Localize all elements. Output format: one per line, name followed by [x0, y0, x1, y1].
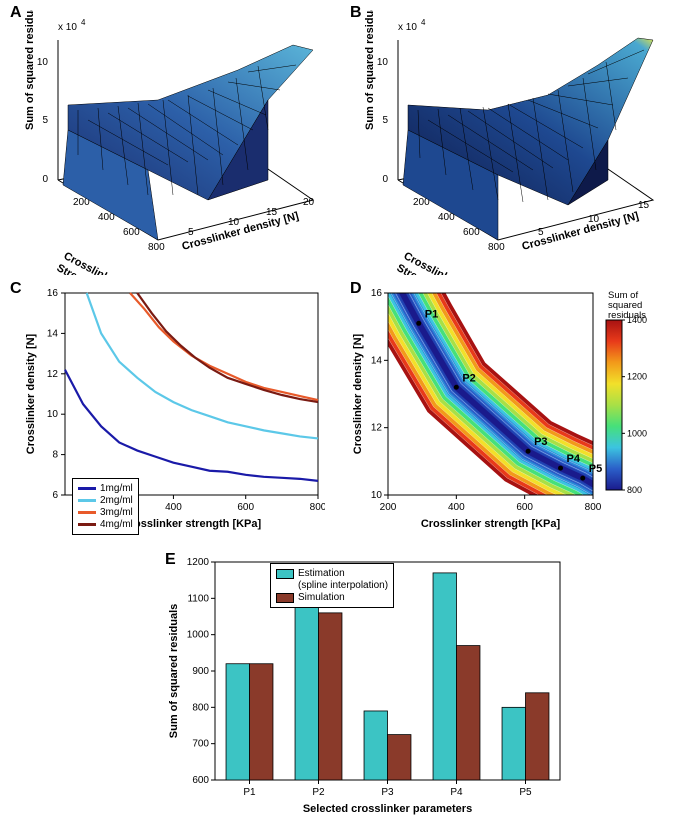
- legend-label: (spline interpolation): [298, 580, 388, 591]
- svg-text:14: 14: [47, 328, 59, 339]
- svg-text:800: 800: [192, 702, 209, 713]
- z-exp: x 10: [58, 22, 77, 33]
- svg-text:14: 14: [371, 355, 383, 366]
- svg-text:P3: P3: [381, 787, 394, 798]
- x-tick: 600: [123, 227, 140, 238]
- z-exp: x 10: [398, 22, 417, 33]
- z-tick: 10: [377, 57, 389, 68]
- y-tick: 5: [188, 227, 194, 238]
- svg-text:400: 400: [448, 502, 465, 513]
- svg-text:Sum of squared residuals: Sum of squared residuals: [168, 604, 180, 738]
- panel-a-surface: 0 5 10 200 400 600 800 5 10 15 20: [8, 10, 338, 275]
- svg-text:Crosslinker density [N]: Crosslinker density [N]: [25, 333, 37, 454]
- y-tick: 20: [303, 197, 315, 208]
- y-tick: 15: [638, 200, 650, 211]
- z-axis-label: Sum of squared residuals: [364, 10, 376, 130]
- panel-c-legend: 1mg/ml 2mg/ml 3mg/ml 4mg/ml: [72, 478, 139, 535]
- svg-text:1000: 1000: [187, 630, 210, 641]
- legend-label: 4mg/ml: [100, 519, 133, 530]
- svg-text:800: 800: [310, 502, 325, 513]
- panel-c-chart: 2004006008006810121416Crosslinker streng…: [20, 285, 325, 540]
- svg-text:Selected crosslinker parameter: Selected crosslinker parameters: [303, 803, 472, 815]
- z-tick: 5: [382, 115, 388, 126]
- svg-text:600: 600: [516, 502, 533, 513]
- svg-text:1100: 1100: [187, 593, 209, 604]
- svg-text:600: 600: [237, 502, 254, 513]
- z-tick: 0: [42, 174, 48, 185]
- svg-text:1200: 1200: [187, 557, 210, 568]
- y-axis-label: Crosslinker density [N]: [181, 210, 301, 253]
- svg-text:1200: 1200: [627, 372, 647, 382]
- svg-text:400: 400: [165, 502, 182, 513]
- svg-text:6: 6: [52, 490, 58, 501]
- legend-label: 2mg/ml: [100, 495, 133, 506]
- svg-text:700: 700: [192, 739, 209, 750]
- svg-text:P1: P1: [243, 787, 256, 798]
- svg-text:600: 600: [192, 775, 209, 786]
- legend-label: 1mg/ml: [100, 483, 133, 494]
- x-tick: 600: [463, 227, 480, 238]
- svg-text:10: 10: [371, 490, 383, 501]
- svg-text:1000: 1000: [627, 428, 647, 438]
- z-exp-sup: 4: [421, 18, 426, 27]
- z-tick: 5: [42, 115, 48, 126]
- svg-text:P3: P3: [534, 436, 547, 448]
- svg-text:200: 200: [380, 502, 397, 513]
- legend-label: 3mg/ml: [100, 507, 133, 518]
- legend-label: Estimation: [298, 568, 345, 579]
- svg-text:Crosslinker strength [KPa]: Crosslinker strength [KPa]: [421, 518, 561, 530]
- svg-text:12: 12: [47, 369, 59, 380]
- svg-text:800: 800: [585, 502, 602, 513]
- z-tick: 10: [37, 57, 49, 68]
- svg-text:16: 16: [371, 288, 383, 299]
- svg-text:Crosslinker density [N]: Crosslinker density [N]: [352, 333, 364, 454]
- svg-text:Crosslinker strength [KPa]: Crosslinker strength [KPa]: [122, 518, 262, 530]
- svg-text:P2: P2: [312, 787, 325, 798]
- svg-text:P2: P2: [462, 372, 475, 384]
- svg-text:900: 900: [192, 666, 209, 677]
- svg-text:10: 10: [47, 409, 59, 420]
- svg-text:8: 8: [52, 450, 58, 461]
- svg-text:residuals: residuals: [608, 310, 646, 321]
- z-axis-label: Sum of squared residuals: [24, 10, 36, 130]
- svg-text:16: 16: [47, 288, 59, 299]
- svg-text:P5: P5: [519, 787, 532, 798]
- svg-text:12: 12: [371, 423, 383, 434]
- svg-text:P5: P5: [589, 463, 602, 475]
- panel-e-legend: Estimation (spline interpolation) Simula…: [270, 563, 394, 608]
- svg-text:800: 800: [627, 485, 642, 495]
- svg-text:P1: P1: [425, 308, 438, 320]
- panel-b-surface: 0 5 10 200 400 600 800 5 10 15: [348, 10, 678, 275]
- legend-label: Simulation: [298, 592, 345, 603]
- svg-text:P4: P4: [567, 453, 581, 465]
- x-tick: 800: [148, 242, 165, 253]
- svg-text:P4: P4: [450, 787, 463, 798]
- x-tick: 800: [488, 242, 505, 253]
- panel-d-chart: P1 P2 P3 P4 P5 200 400 600 800 10 12 14 16 Crosslinke…: [348, 285, 678, 540]
- z-tick: 0: [382, 174, 388, 185]
- z-exp-sup: 4: [81, 18, 86, 27]
